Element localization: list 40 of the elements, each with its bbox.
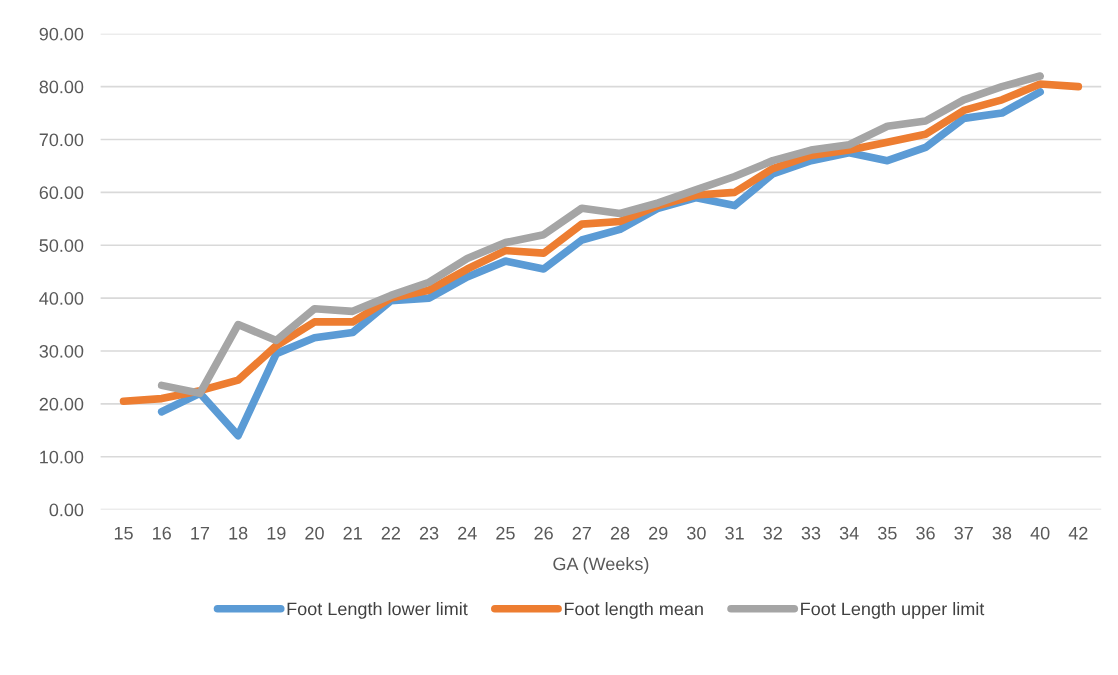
x-tick-label: 25	[496, 526, 515, 540]
y-tick-label: 20.00	[39, 397, 84, 411]
x-tick-label: 23	[419, 526, 439, 540]
y-tick-label: 30.00	[39, 344, 84, 358]
y-tick-label: 90.00	[39, 27, 84, 41]
x-tick-label: 28	[610, 526, 630, 540]
x-tick-label: 26	[534, 526, 553, 540]
x-tick-label: 16	[153, 526, 171, 540]
x-tick-label: 36	[916, 526, 935, 540]
y-tick-label: 0.00	[49, 503, 84, 517]
x-tick-label: 34	[839, 526, 859, 540]
x-tick-label: 37	[954, 526, 973, 540]
x-tick-label: 33	[801, 526, 821, 540]
legend-label: Foot Length lower limit	[287, 602, 468, 619]
y-tick-label: 80.00	[39, 80, 84, 94]
x-tick-label: 24	[458, 526, 477, 540]
x-tick-label: 31	[725, 526, 744, 540]
y-tick-label: 60.00	[39, 186, 84, 200]
x-tick-label: 38	[992, 526, 1012, 540]
x-tick-label: 35	[878, 526, 897, 540]
x-tick-label: 29	[649, 526, 668, 540]
x-tick-label: 40	[1030, 526, 1050, 540]
x-tick-label: 21	[343, 526, 362, 540]
x-tick-label: 32	[763, 526, 782, 540]
x-tick-label: 27	[572, 526, 591, 540]
x-tick-label: 22	[381, 526, 401, 540]
x-tick-label: 18	[229, 526, 248, 540]
y-tick-label: 70.00	[39, 133, 84, 147]
x-axis-title: GA (Weeks)	[553, 557, 649, 574]
legend-label: Foot length mean	[564, 602, 703, 619]
x-tick-label: 19	[267, 526, 286, 540]
x-tick-label: 30	[687, 526, 706, 540]
x-tick-label: 17	[191, 526, 210, 540]
legend-label: Foot Length upper limit	[801, 602, 985, 619]
x-tick-label: 20	[305, 526, 324, 540]
y-tick-label: 50.00	[39, 239, 84, 252]
x-tick-label: 15	[114, 526, 133, 540]
y-tick-label: 40.00	[39, 292, 84, 305]
x-tick-label: 42	[1068, 526, 1088, 540]
y-tick-label: 10.00	[40, 450, 84, 464]
